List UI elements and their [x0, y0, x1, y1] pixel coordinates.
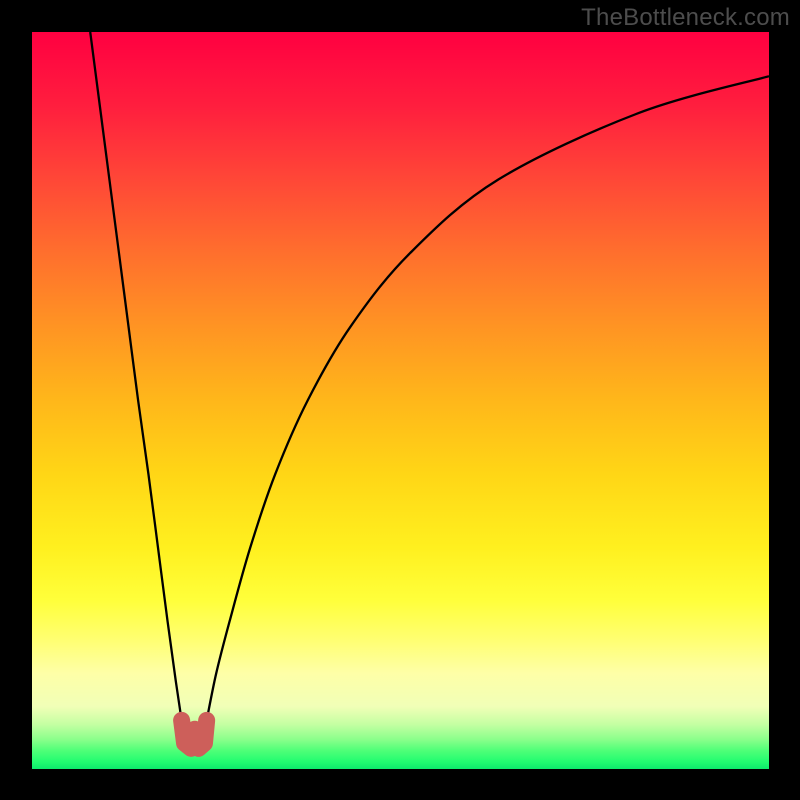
chart-container: TheBottleneck.com	[0, 0, 800, 800]
attribution-watermark: TheBottleneck.com	[581, 4, 790, 32]
heat-gradient-background	[32, 32, 769, 769]
optimal-point-marker	[182, 720, 207, 748]
bottleneck-chart	[0, 0, 800, 800]
